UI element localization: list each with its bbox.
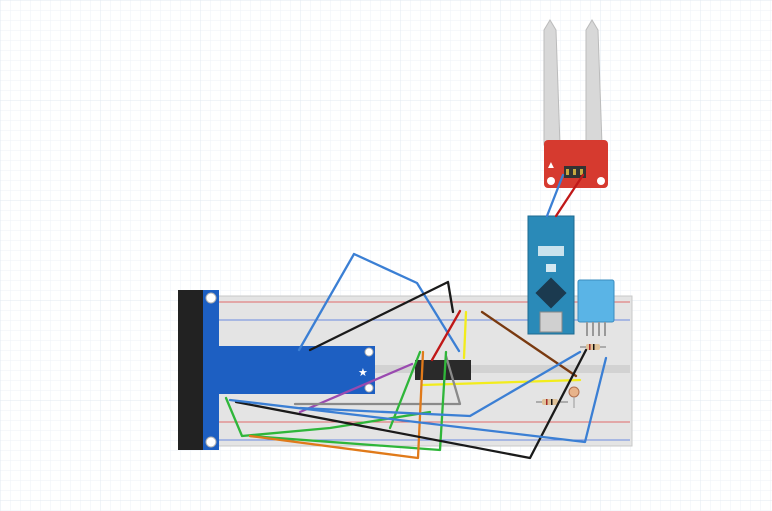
wire-green-3[interactable]: [248, 350, 448, 452]
wire-black-long[interactable]: [234, 348, 588, 460]
t-cobbler-board[interactable]: ★: [203, 290, 375, 450]
wire-black-top[interactable]: [308, 280, 455, 352]
wire-green-1[interactable]: [224, 396, 432, 438]
wire-green-2[interactable]: [388, 350, 422, 430]
resistor-2[interactable]: [536, 399, 568, 405]
wire-yellow-mid[interactable]: [462, 310, 468, 360]
sensor-drop-icon: ▲: [546, 160, 556, 171]
wire-brown[interactable]: [480, 310, 578, 378]
dht-sensor[interactable]: [577, 279, 615, 336]
ic-chip[interactable]: [415, 360, 471, 380]
soil-moisture-sensor[interactable]: ▲: [543, 19, 608, 188]
wire-red-sensor[interactable]: [554, 173, 585, 218]
wire-orange[interactable]: [248, 350, 425, 460]
wire-red-mid[interactable]: [430, 309, 462, 362]
wire-blue-long-1[interactable]: [228, 356, 608, 444]
cobbler-star-icon: ★: [358, 367, 368, 379]
wire-gray[interactable]: [293, 354, 462, 406]
photoresistor[interactable]: [568, 386, 580, 408]
wire-blue-sensor-1[interactable]: [545, 173, 565, 218]
cobbler-header: [178, 290, 206, 450]
wire-yellow-long[interactable]: [420, 378, 582, 387]
wires[interactable]: [224, 173, 608, 460]
wire-blue-top[interactable]: [297, 252, 461, 353]
arduino-nano[interactable]: [527, 215, 575, 335]
resistor-1[interactable]: [580, 344, 606, 350]
wire-blue-long-2[interactable]: [298, 350, 582, 418]
